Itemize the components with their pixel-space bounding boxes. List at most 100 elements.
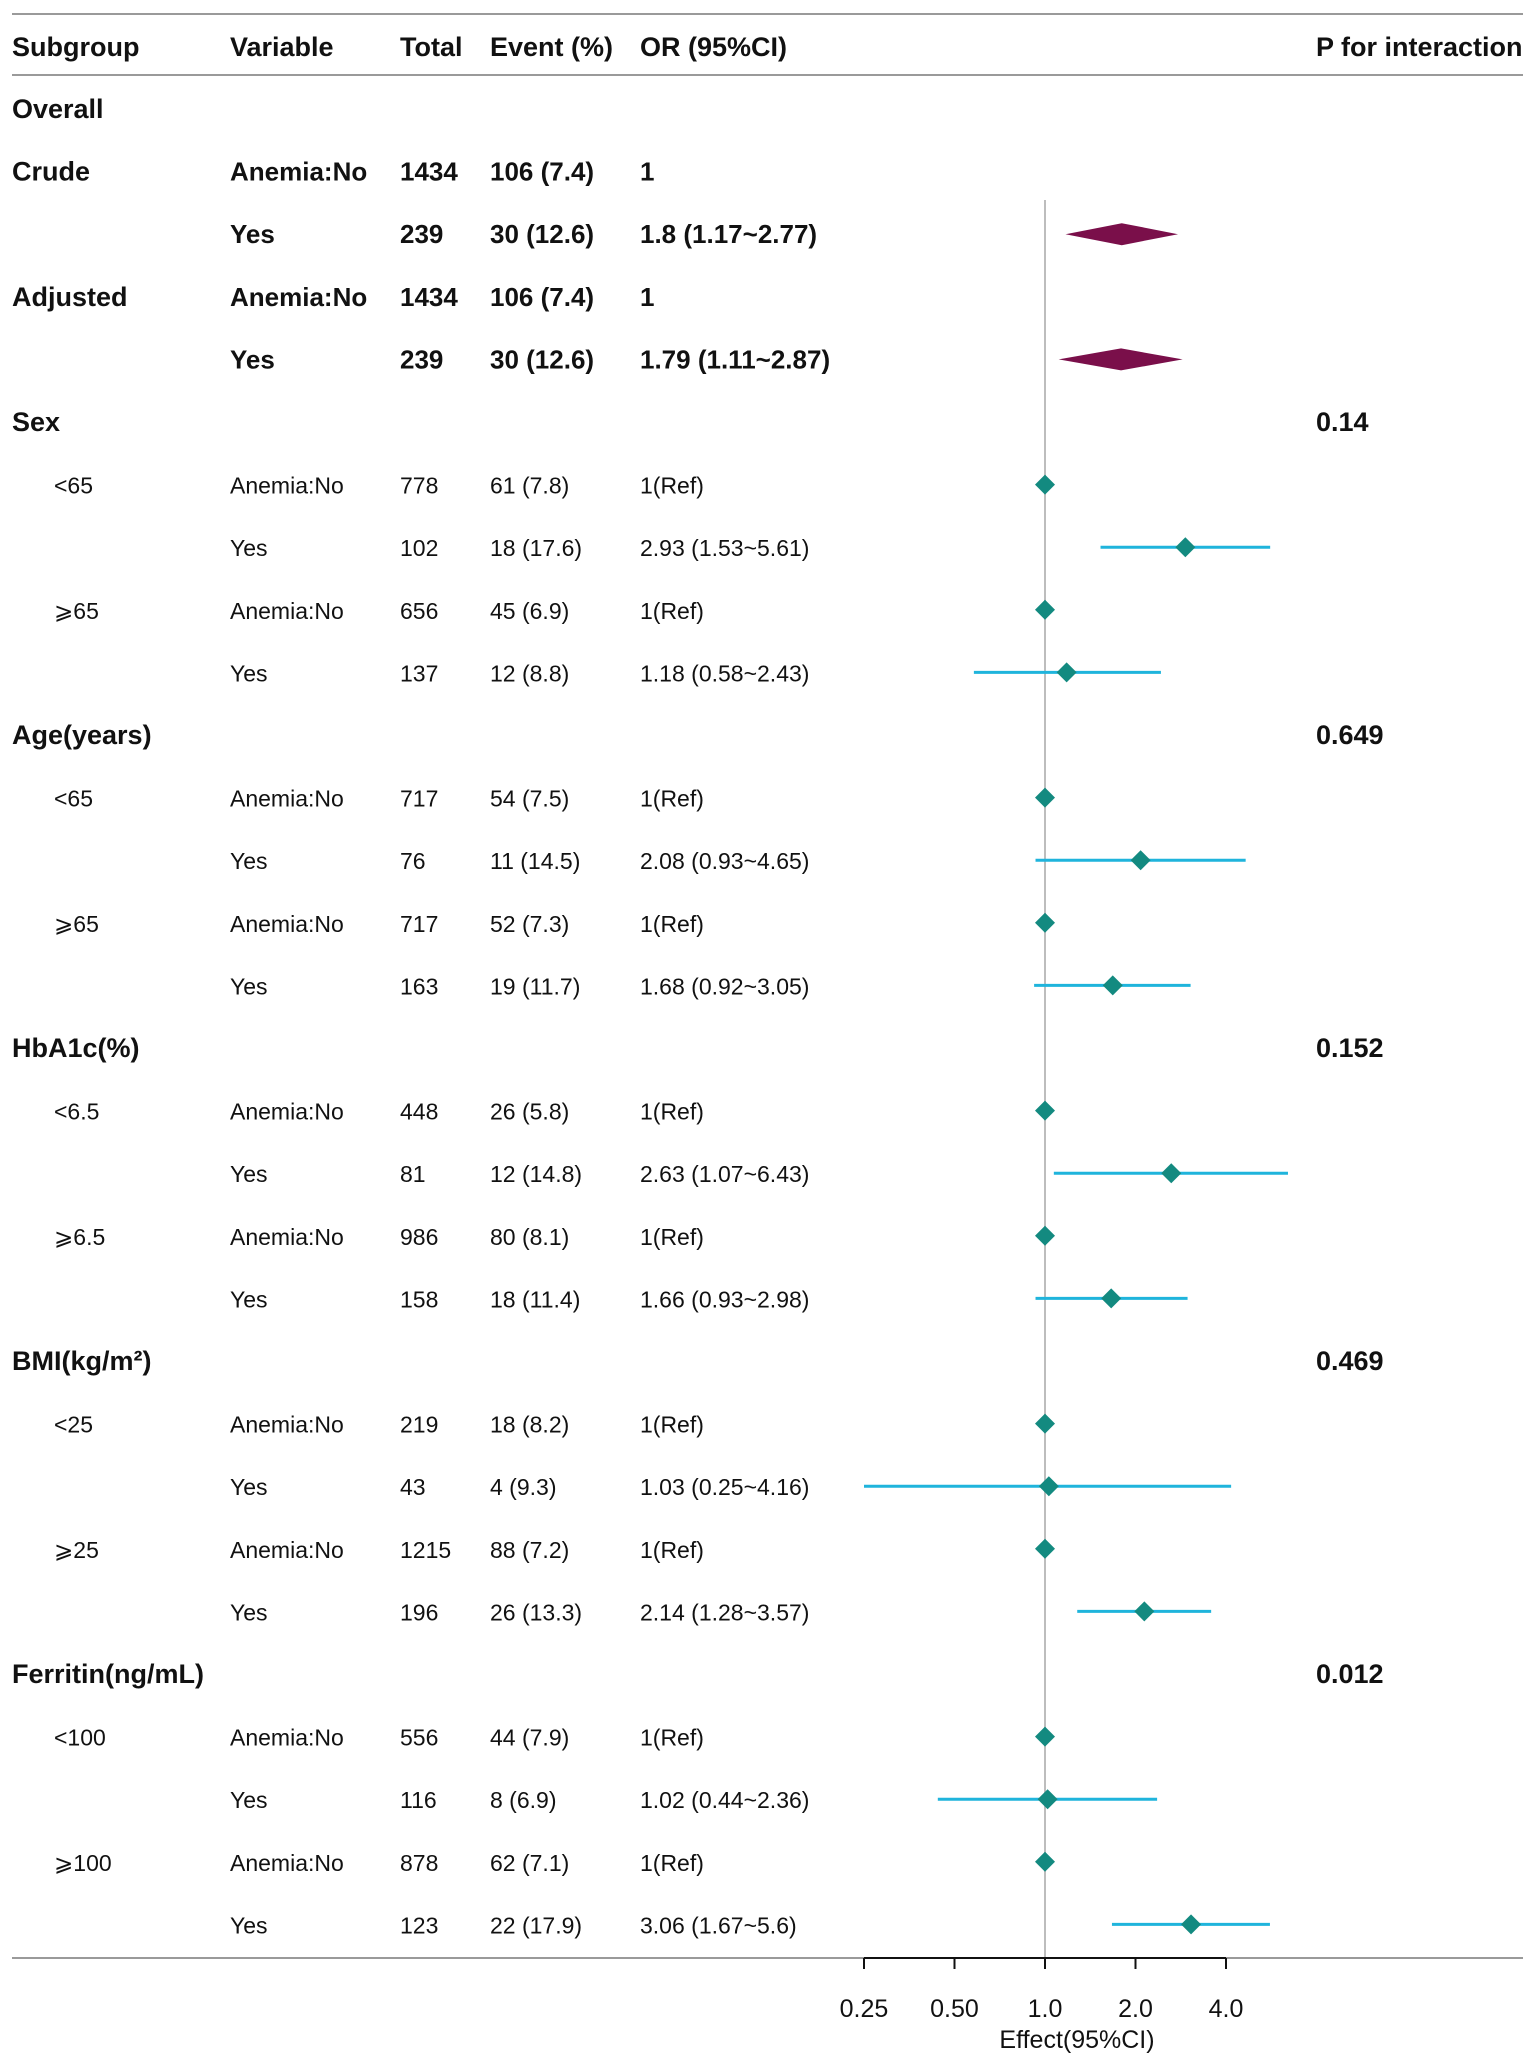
p-interaction-value: 0.14 [1316, 407, 1369, 437]
total-cell: 137 [400, 660, 438, 686]
or-cell: 1(Ref) [640, 1099, 704, 1125]
or-cell: 1.02 (0.44~2.36) [640, 1787, 809, 1813]
section-label: Age(years) [12, 720, 152, 750]
table-row: Yes 196 26 (13.3) 2.14 (1.28~3.57) [230, 1599, 809, 1625]
x-tick-label: 2.0 [1118, 1995, 1153, 2023]
point-estimate [1134, 1601, 1155, 1622]
point-estimate [1035, 1413, 1055, 1434]
event-cell: 61 (7.8) [490, 473, 569, 499]
variable-cell: Yes [230, 1912, 268, 1938]
or-cell: 1.66 (0.93~2.98) [640, 1286, 809, 1312]
variable-cell: Yes [230, 1787, 268, 1813]
variable-cell: Yes [230, 219, 275, 249]
or-cell: 2.08 (0.93~4.65) [640, 848, 809, 874]
summary-diamond [1058, 348, 1183, 371]
subgroup-label: <100 [54, 1725, 106, 1751]
table-row: Yes 116 8 (6.9) 1.02 (0.44~2.36) [230, 1787, 809, 1813]
point-estimate [1181, 1914, 1202, 1935]
point-estimate [1101, 1288, 1122, 1309]
or-cell: 1.79 (1.11~2.87) [640, 344, 830, 374]
or-cell: 2.93 (1.53~5.61) [640, 535, 809, 561]
section-row: Age(years) 0.649 [12, 720, 1384, 750]
table-row: <25 Anemia:No 219 18 (8.2) 1(Ref) [54, 1412, 704, 1438]
header-subgroup: Subgroup [12, 32, 139, 62]
table-header: Subgroup Variable Total Event (%) OR (95… [12, 32, 1523, 62]
total-cell: 219 [400, 1412, 438, 1438]
or-cell: 2.14 (1.28~3.57) [640, 1599, 809, 1625]
subgroup-label: ⩾65 [54, 598, 99, 624]
event-cell: 18 (8.2) [490, 1412, 569, 1438]
table-row: Yes 123 22 (17.9) 3.06 (1.67~5.6) [230, 1912, 797, 1938]
section-label: Overall [12, 94, 104, 124]
event-cell: 8 (6.9) [490, 1787, 556, 1813]
subgroup-label: ⩾6.5 [54, 1224, 105, 1250]
total-cell: 116 [400, 1787, 437, 1813]
header-or: OR (95%CI) [640, 32, 787, 62]
header-variable: Variable [230, 32, 334, 62]
x-axis-label: Effect(95%CI) [999, 2026, 1154, 2054]
or-cell: 1.68 (0.92~3.05) [640, 973, 809, 999]
or-cell: 1(Ref) [640, 1850, 704, 1876]
variable-cell: Yes [230, 973, 268, 999]
or-cell: 1.03 (0.25~4.16) [640, 1474, 809, 1500]
subgroup-label: <6.5 [54, 1099, 99, 1125]
variable-cell: Anemia:No [230, 598, 344, 624]
total-cell: 43 [400, 1474, 426, 1500]
total-cell: 778 [400, 473, 438, 499]
table-row: Crude Anemia:No 1434 106 (7.4) 1 [12, 157, 654, 187]
point-estimate [1035, 1225, 1055, 1246]
section-row: HbA1c(%) 0.152 [12, 1033, 1384, 1063]
event-cell: 12 (8.8) [490, 660, 569, 686]
event-cell: 18 (11.4) [490, 1286, 580, 1312]
x-tick-label: 1.0 [1028, 1995, 1063, 2023]
x-axis: 0.25 0.50 1.0 2.0 4.0 Effect(95%CI) [840, 1957, 1243, 2054]
point-estimate [1037, 1789, 1058, 1810]
section-row: BMI(kg/m²) 0.469 [12, 1346, 1384, 1376]
or-cell: 1.8 (1.17~2.77) [640, 219, 817, 249]
variable-cell: Anemia:No [230, 157, 367, 187]
section-row: Overall [12, 94, 104, 124]
section-label: HbA1c(%) [12, 1033, 140, 1063]
event-cell: 30 (12.6) [490, 219, 594, 249]
table-row: <100 Anemia:No 556 44 (7.9) 1(Ref) [54, 1725, 704, 1751]
header-event: Event (%) [490, 32, 613, 62]
event-cell: 88 (7.2) [490, 1537, 569, 1563]
table-row: <65 Anemia:No 717 54 (7.5) 1(Ref) [54, 786, 704, 812]
table-row: ⩾6.5 Anemia:No 986 80 (8.1) 1(Ref) [54, 1224, 704, 1250]
event-cell: 62 (7.1) [490, 1850, 569, 1876]
variable-cell: Yes [230, 660, 268, 686]
point-estimate [1056, 662, 1077, 683]
or-cell: 1 [640, 282, 654, 312]
point-estimate [1035, 787, 1055, 808]
x-tick-label: 0.50 [930, 1995, 979, 2023]
variable-cell: Anemia:No [230, 1537, 344, 1563]
event-cell: 30 (12.6) [490, 344, 594, 374]
total-cell: 1434 [400, 282, 458, 312]
table-row: ⩾100 Anemia:No 878 62 (7.1) 1(Ref) [54, 1850, 704, 1876]
point-estimate [1038, 1476, 1059, 1497]
variable-cell: Anemia:No [230, 473, 344, 499]
event-cell: 106 (7.4) [490, 157, 594, 187]
summary-diamond [1065, 223, 1179, 246]
total-cell: 1215 [400, 1537, 451, 1563]
event-cell: 18 (17.6) [490, 535, 582, 561]
section-label: Ferritin(ng/mL) [12, 1659, 204, 1689]
variable-cell: Anemia:No [230, 1224, 344, 1250]
event-cell: 4 (9.3) [490, 1474, 556, 1500]
point-estimate [1035, 1100, 1055, 1121]
variable-cell: Anemia:No [230, 1412, 344, 1438]
or-cell: 1(Ref) [640, 1725, 704, 1751]
total-cell: 123 [400, 1912, 438, 1938]
table-row: Yes 76 11 (14.5) 2.08 (0.93~4.65) [230, 848, 809, 874]
p-interaction-value: 0.152 [1316, 1033, 1384, 1063]
point-estimate [1035, 1538, 1055, 1559]
event-cell: 26 (13.3) [490, 1599, 582, 1625]
variable-cell: Yes [230, 535, 268, 561]
section-row: Ferritin(ng/mL) 0.012 [12, 1659, 1384, 1689]
subgroup-label: ⩾65 [54, 911, 99, 937]
event-cell: 11 (14.5) [490, 848, 580, 874]
subgroup-label: ⩾100 [54, 1850, 112, 1876]
point-estimate [1035, 1851, 1055, 1872]
table-row: Yes 137 12 (8.8) 1.18 (0.58~2.43) [230, 660, 809, 686]
section-row: Sex 0.14 [12, 407, 1369, 437]
